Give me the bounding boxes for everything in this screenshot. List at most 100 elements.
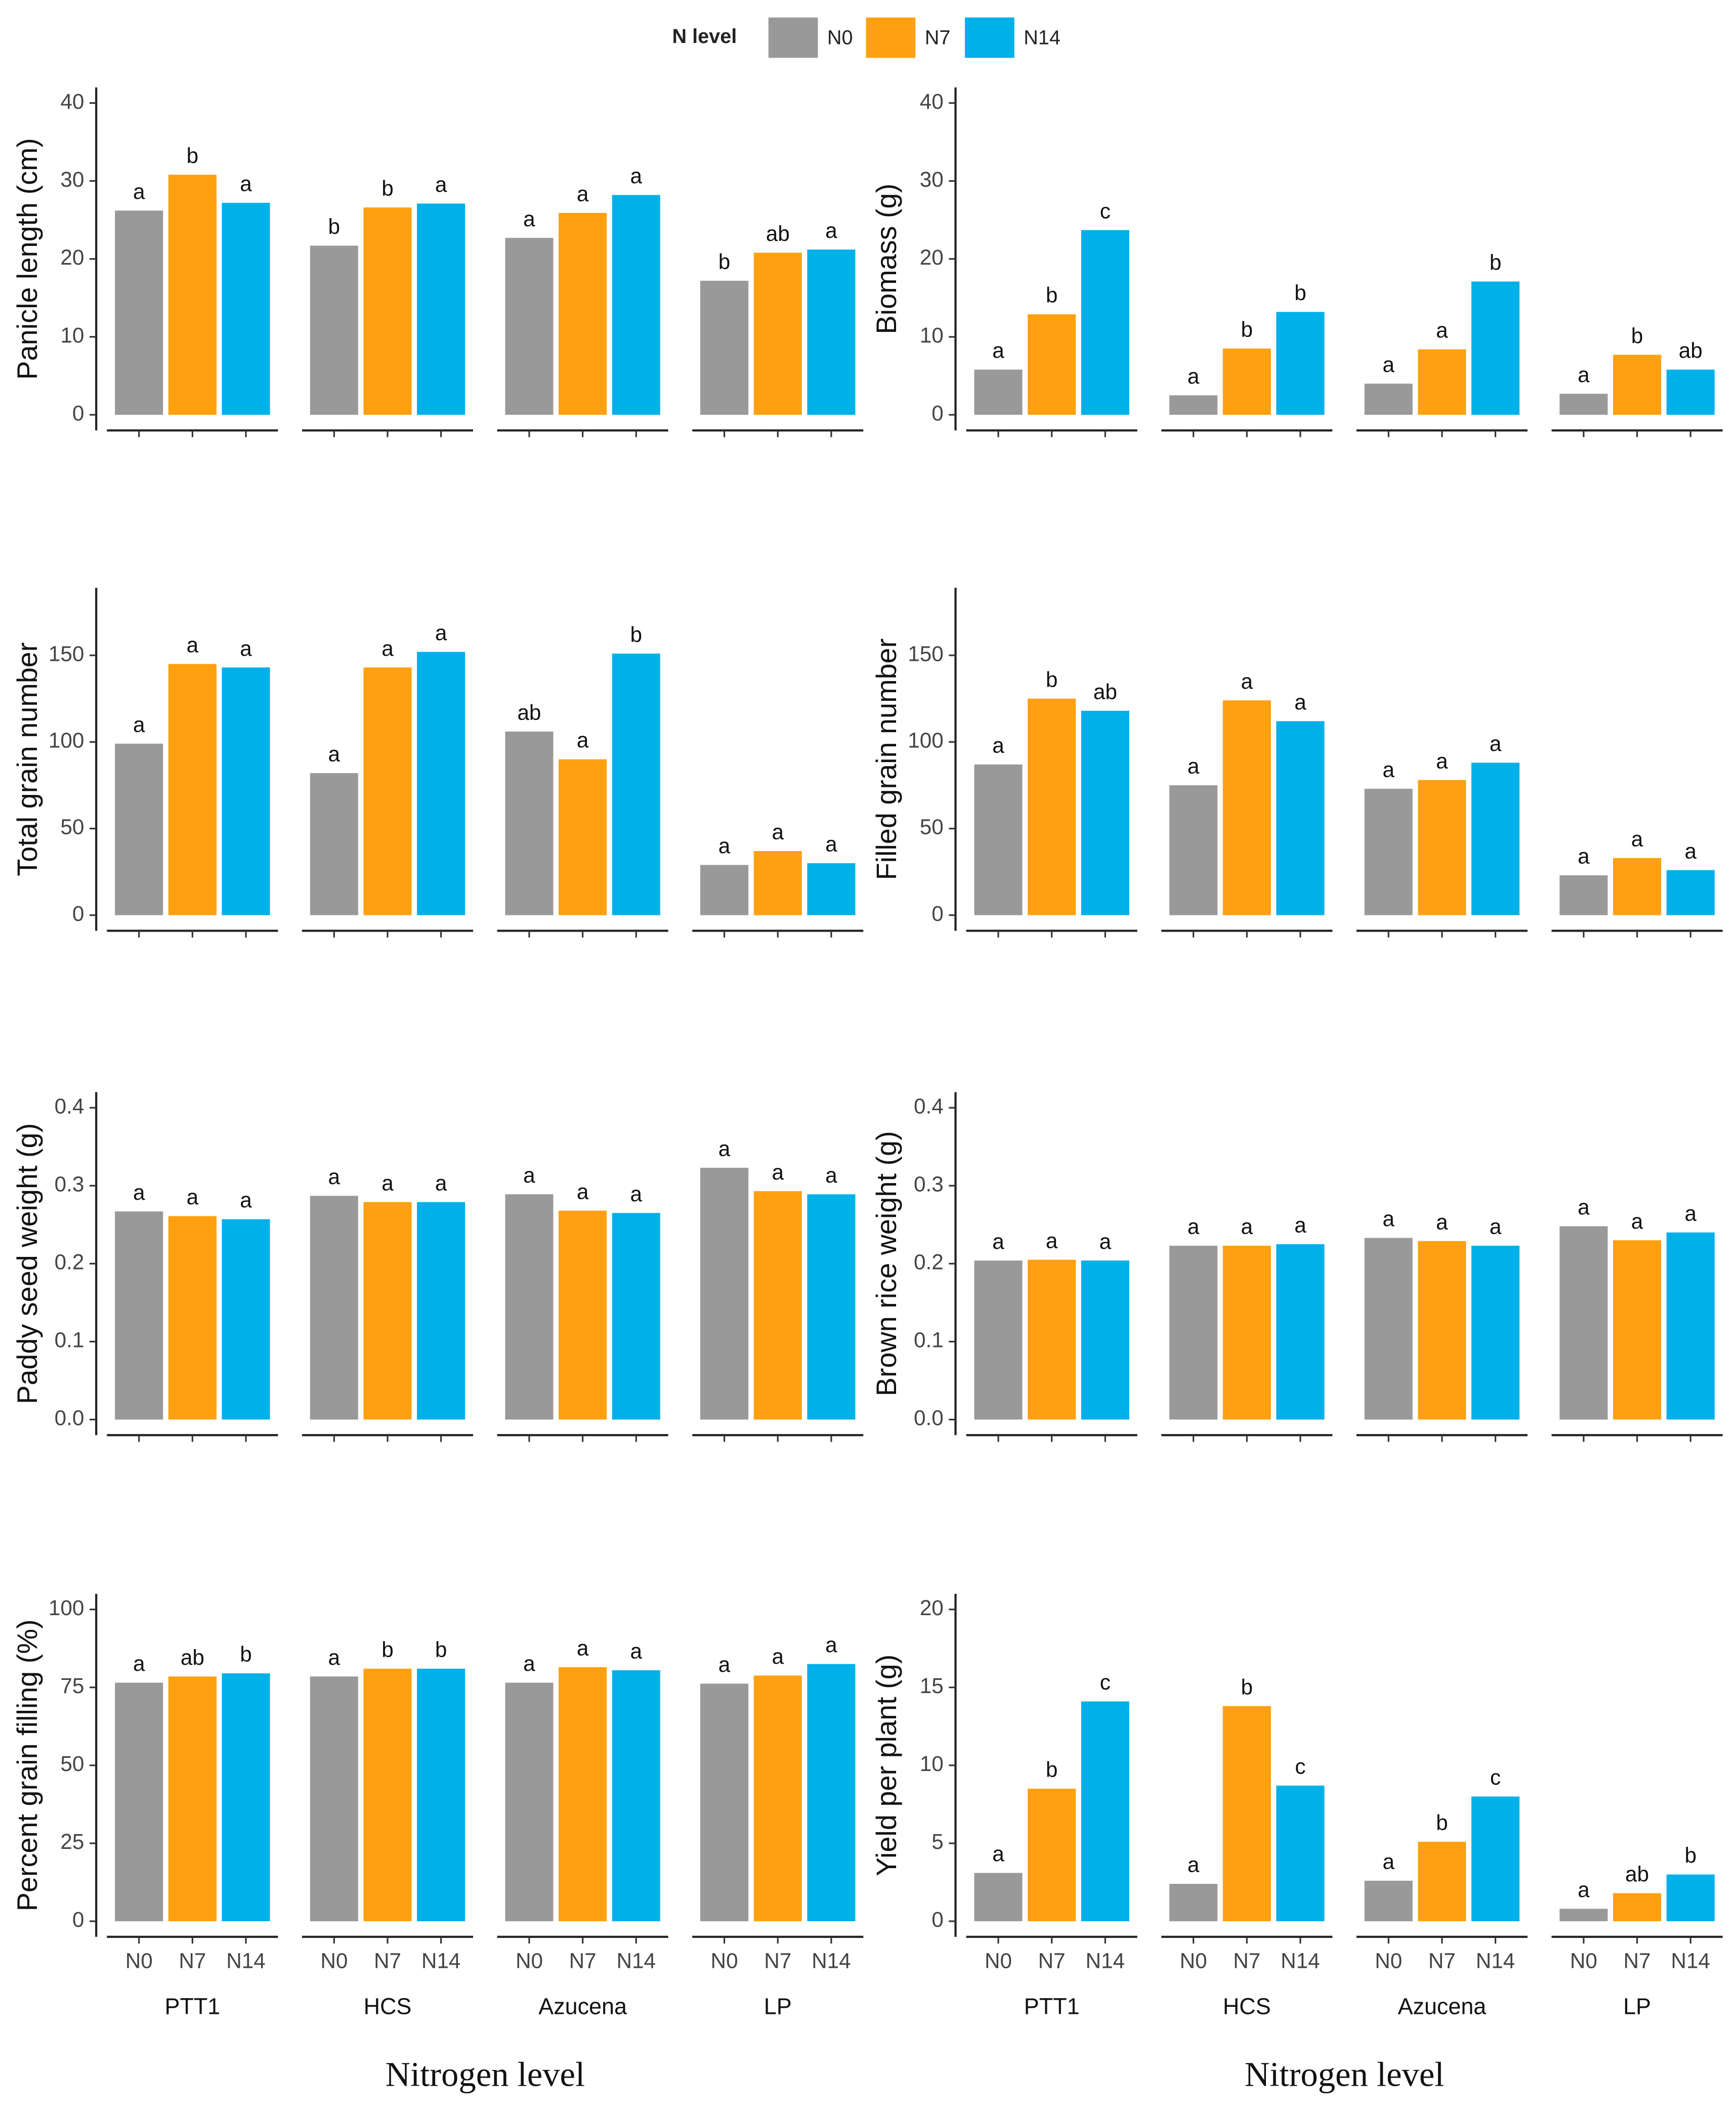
bar-annotation: a [133, 1180, 145, 1204]
x-tick-label: N14 [1476, 1949, 1515, 1972]
y-tick-label: 5 [931, 1830, 944, 1853]
bar [700, 1167, 749, 1420]
bar-annotation: a [992, 1230, 1004, 1253]
bar [559, 1210, 607, 1420]
bar [1666, 870, 1715, 915]
x-tick-label: N14 [812, 1949, 851, 1972]
bar-annotation: a [187, 633, 199, 657]
bar-annotation: b [1241, 1675, 1253, 1699]
y-tick-label: 50 [60, 1752, 84, 1776]
bar-annotation: a [1383, 1849, 1395, 1873]
y-tick-label: 0.2 [914, 1250, 944, 1274]
y-tick-label: 10 [920, 1752, 944, 1776]
y-tick-label: 0 [72, 902, 84, 925]
bar-annotation: b [382, 1637, 394, 1661]
y-tick-label: 0 [931, 401, 944, 425]
bar-annotation: b [187, 144, 199, 167]
bar-annotation: b [382, 177, 394, 200]
bar [612, 1213, 660, 1420]
bar [310, 1676, 358, 1921]
bar-annotation: b [328, 215, 341, 238]
y-axis-title: Panicle length (cm) [12, 138, 43, 380]
bar [974, 1873, 1023, 1921]
y-tick-label: 75 [60, 1674, 84, 1698]
bar-annotation: b [1046, 667, 1058, 691]
bar [1666, 1874, 1715, 1921]
y-axis-title: Biomass (g) [871, 184, 902, 334]
bar [807, 863, 856, 915]
x-tick-label: N7 [179, 1949, 206, 1972]
bar [417, 1202, 465, 1420]
legend-label: N7 [925, 27, 951, 49]
bar [363, 667, 412, 915]
x-tick-label: N14 [616, 1949, 656, 1972]
bar-annotation: a [1578, 363, 1590, 387]
bar-annotation: a [1436, 1210, 1448, 1234]
bar [505, 1682, 554, 1921]
bar [168, 1216, 217, 1420]
bar-annotation: a [718, 1136, 731, 1160]
bar [1559, 394, 1608, 415]
bar-annotation: b [1241, 317, 1253, 341]
bar [222, 202, 270, 415]
bar-annotation: a [1294, 1213, 1306, 1237]
bar [1081, 1701, 1129, 1921]
x-tick-label: N0 [125, 1949, 153, 1972]
bar-annotation: a [1436, 749, 1448, 773]
bar [1364, 1880, 1413, 1921]
bar-annotation: a [435, 173, 447, 196]
bar [1364, 1238, 1413, 1420]
y-axis-title: Brown rice weight (g) [871, 1131, 902, 1396]
facet-label: Azucena [1398, 1993, 1487, 2019]
bar [1169, 785, 1218, 915]
bar [1276, 1244, 1325, 1420]
facet-label: Azucena [538, 1993, 627, 2019]
bar [168, 664, 217, 915]
bar [505, 1194, 554, 1420]
bar-annotation: a [1046, 1229, 1058, 1252]
bar-annotation: a [1383, 353, 1395, 376]
x-tick-label: N14 [421, 1949, 461, 1972]
bar-annotation: b [435, 1637, 447, 1661]
bar-annotation: a [630, 164, 642, 188]
bar-annotation: a [1684, 839, 1697, 863]
bar-annotation: a [1188, 1853, 1200, 1877]
x-tick-label: N7 [1624, 1949, 1651, 1972]
bar [115, 210, 163, 415]
bar-annotation: a [328, 742, 341, 766]
bar [700, 1683, 749, 1921]
bar-annotation: a [1631, 1209, 1643, 1233]
y-tick-label: 100 [49, 1596, 84, 1620]
bar-annotation: ab [1093, 680, 1117, 703]
y-tick-label: 10 [60, 323, 84, 347]
bar-annotation: ab [181, 1646, 204, 1669]
bar [807, 1664, 856, 1921]
bar [1081, 710, 1129, 915]
bar [363, 1668, 412, 1921]
bar-annotation: a [1383, 1207, 1395, 1231]
bar [168, 1676, 217, 1921]
bar-annotation: a [1188, 1214, 1200, 1238]
bar [1028, 314, 1076, 415]
x-tick-label: N0 [1375, 1949, 1402, 1972]
bar [417, 652, 465, 915]
legend-label: N0 [827, 27, 853, 49]
bar-annotation: a [772, 1644, 784, 1668]
legend-swatch [768, 17, 818, 58]
y-tick-label: 30 [920, 167, 944, 191]
bar [222, 1219, 270, 1420]
y-tick-label: 15 [920, 1674, 944, 1698]
bar [1222, 1245, 1271, 1420]
bar [700, 280, 749, 415]
facet-label: PTT1 [164, 1993, 220, 2019]
x-tick-label: N14 [226, 1949, 266, 1972]
bar [115, 743, 163, 915]
bar-annotation: a [1684, 1201, 1697, 1225]
bar-annotation: a [523, 207, 535, 231]
y-tick-label: 100 [908, 728, 943, 752]
bar-annotation: a [435, 1171, 447, 1195]
bar [115, 1211, 163, 1420]
bar-annotation: a [825, 219, 837, 242]
bar-annotation: a [1241, 669, 1253, 693]
bar-annotation: a [825, 1633, 837, 1657]
